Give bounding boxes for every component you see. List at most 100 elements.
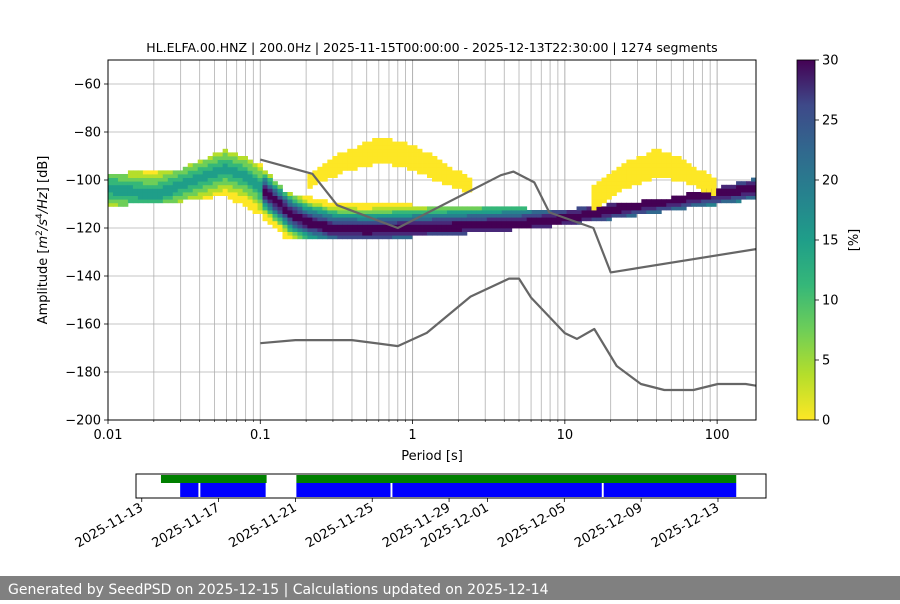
psd-cell <box>108 184 114 189</box>
psd-cell <box>491 213 498 218</box>
psd-cell <box>142 170 149 175</box>
psd-cell <box>491 206 498 211</box>
psd-cell <box>651 148 657 153</box>
psd-cell <box>701 188 707 193</box>
psd-cell <box>466 184 473 189</box>
psd-cell <box>496 217 503 222</box>
psd-cell <box>227 174 234 178</box>
psd-cell <box>332 220 338 225</box>
psd-cell <box>397 163 403 168</box>
psd-cell <box>721 188 727 193</box>
psd-cell <box>626 181 632 186</box>
psd-cell <box>272 213 278 218</box>
psd-cell <box>606 210 612 214</box>
psd-cell <box>147 188 154 193</box>
psd-cell <box>212 177 219 182</box>
used-segment-bar <box>180 483 199 497</box>
psd-cell <box>646 166 652 171</box>
psd-cell <box>212 170 219 175</box>
psd-cell <box>516 210 523 214</box>
psd-cell <box>232 159 238 164</box>
psd-cell <box>407 213 413 218</box>
psd-cell <box>671 159 677 164</box>
psd-cell <box>681 170 687 175</box>
psd-cell <box>701 181 707 186</box>
psd-cell <box>292 217 298 222</box>
psd-cell <box>691 199 697 204</box>
psd-cell <box>706 192 712 196</box>
psd-cell <box>142 199 149 204</box>
psd-cell <box>287 224 293 229</box>
psd-cell <box>237 188 243 193</box>
psd-cell <box>546 224 553 229</box>
psd-cell <box>591 217 597 222</box>
psd-cell <box>127 188 134 193</box>
psd-cell <box>526 213 533 218</box>
psd-cell <box>466 181 473 186</box>
psd-cell <box>117 199 124 204</box>
psd-cell <box>347 224 353 229</box>
psd-cell <box>412 224 418 229</box>
psd-cell <box>641 202 647 207</box>
psd-cell <box>317 177 323 182</box>
psd-cell <box>446 224 453 229</box>
psd-cell <box>422 170 428 175</box>
psd-cell <box>392 145 398 150</box>
psd-cell <box>282 213 288 218</box>
psd-cell <box>177 195 184 200</box>
psd-cell <box>571 213 577 218</box>
psd-cell <box>661 170 667 175</box>
psd-cell <box>461 177 468 182</box>
psd-cell <box>357 206 363 211</box>
psd-cell <box>302 228 308 232</box>
psd-cell <box>262 195 268 200</box>
psd-cell <box>177 184 184 189</box>
psd-cell <box>427 156 433 160</box>
psd-cell <box>456 213 463 218</box>
psd-cell <box>337 159 343 164</box>
psd-cell <box>422 152 428 157</box>
psd-cell <box>332 206 338 211</box>
psd-cell <box>427 213 433 218</box>
psd-cell <box>651 202 657 207</box>
psd-cell <box>337 224 343 229</box>
psd-cell <box>417 152 423 157</box>
psd-cell <box>402 213 408 218</box>
psd-cell <box>661 199 667 204</box>
psd-cell <box>267 206 273 211</box>
psd-cell <box>267 188 273 193</box>
psd-cell <box>377 145 383 150</box>
plot-gridlines <box>107 60 756 421</box>
psd-cell <box>362 152 368 157</box>
psd-cell <box>197 163 204 168</box>
psd-cell <box>232 174 238 178</box>
psd-cell <box>172 192 179 196</box>
psd-cell <box>382 213 388 218</box>
colorbar-tick-label: 10 <box>822 294 839 309</box>
psd-cell <box>207 156 214 160</box>
psd-cell <box>377 213 383 218</box>
psd-cell <box>222 188 229 193</box>
psd-cell <box>701 177 707 182</box>
psd-cell <box>387 202 393 207</box>
psd-cell <box>696 195 702 200</box>
psd-cell <box>222 148 229 153</box>
psd-cell <box>357 156 363 160</box>
psd-cell <box>606 206 612 211</box>
psd-cell <box>501 217 508 222</box>
psd-cell <box>177 199 184 204</box>
psd-cell <box>631 213 637 218</box>
psd-cell <box>337 166 343 171</box>
psd-cell <box>227 195 234 200</box>
psd-cell <box>436 228 443 232</box>
psd-cell <box>317 174 323 178</box>
psd-cell <box>292 199 298 204</box>
psd-cell <box>616 188 622 193</box>
psd-cell <box>606 177 612 182</box>
psd-cell <box>626 159 632 164</box>
psd-cell <box>726 195 732 200</box>
psd-cell <box>352 163 358 168</box>
psd-cell <box>631 166 637 171</box>
psd-cell <box>397 141 403 146</box>
psd-cell <box>666 199 672 204</box>
